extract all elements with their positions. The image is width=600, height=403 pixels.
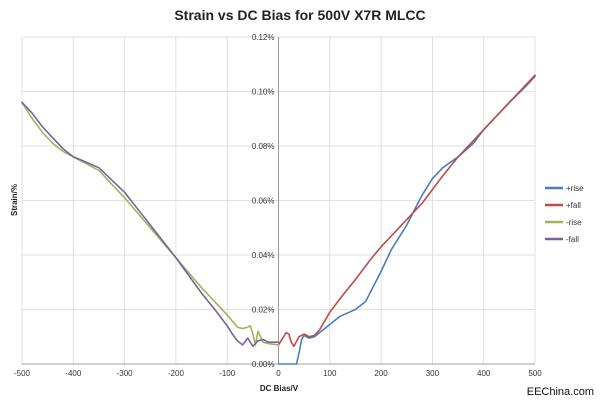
x-tick-label: 100 [323,369,337,378]
y-tick-label: 0.00% [252,360,275,369]
legend-entry: +rise [566,184,584,193]
series-lines [21,74,536,365]
y-axis-label: Strain/% [10,184,19,216]
x-tick-label: 500 [528,369,542,378]
y-tick-label: 0.08% [252,142,275,151]
x-tick-label: -400 [65,369,82,378]
legend-entry: +fall [566,201,581,210]
y-tick-label: 0.10% [252,88,275,97]
x-tick-label: 0 [276,369,281,378]
y-tick-label: 0.04% [252,251,275,260]
legend-entry: -rise [566,218,582,227]
legend: +rise +fall -rise -fall [545,184,584,244]
y-tick-label: 0.12% [252,33,275,42]
chart-title: Strain vs DC Bias for 500V X7R MLCC [174,7,425,23]
watermark: EEChina.com [527,386,594,398]
series-line-4 [21,101,280,348]
y-tick-label: 0.02% [252,306,275,315]
x-tick-label: -200 [168,369,185,378]
y-tick-label: 0.06% [252,197,275,206]
y-tick-labels: 0.00% 0.02% 0.04% 0.06% 0.08% 0.10% 0.12% [252,33,275,369]
x-tick-label: 200 [374,369,388,378]
x-tick-label: -100 [219,369,236,378]
x-axis-label: DC Bias/V [260,384,299,393]
legend-entry: -fall [566,235,579,244]
series-line-2 [277,74,536,348]
x-tick-labels: -500 -400 -300 -200 -100 0 100 200 300 400 500 [14,369,542,378]
x-tick-label: -300 [117,369,134,378]
x-tick-label: -500 [14,369,31,378]
x-tick-label: 300 [426,369,440,378]
x-tick-label: 400 [477,369,491,378]
series-line-3 [21,101,280,346]
